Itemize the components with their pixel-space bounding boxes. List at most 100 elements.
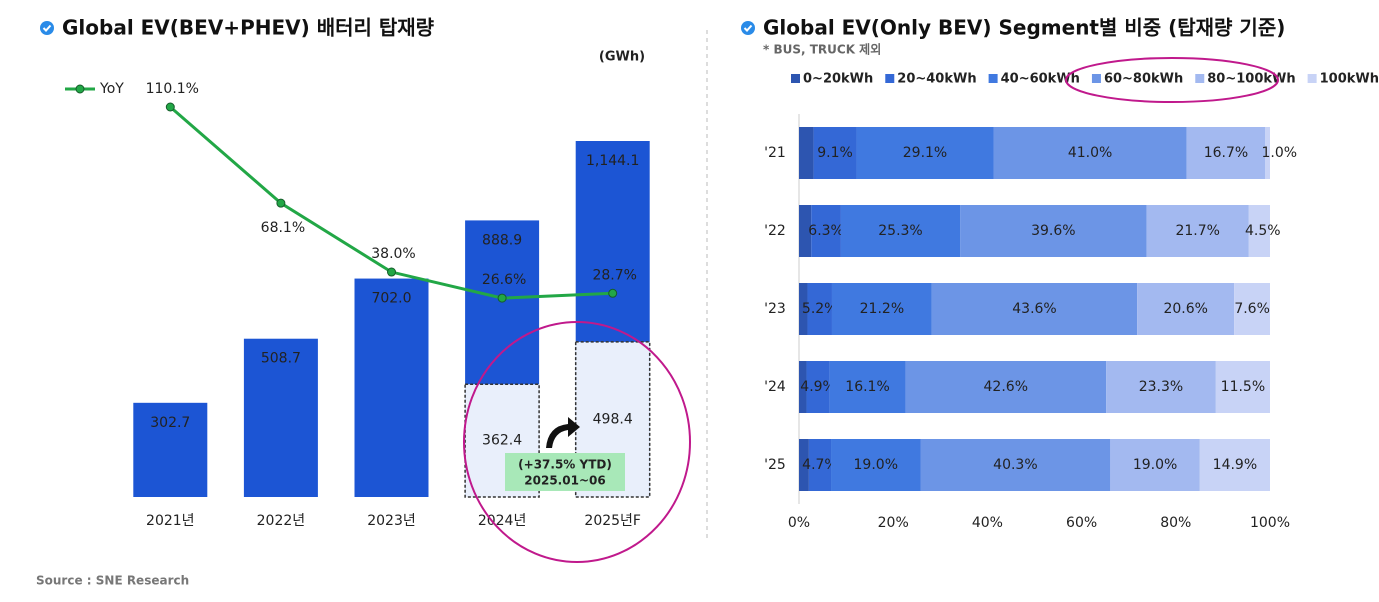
x-tick-label: 2024년: [478, 513, 527, 529]
value-label: 9.1%: [817, 145, 853, 161]
legend-label: 40~60kWh: [1001, 72, 1080, 87]
value-label: 4.9%: [800, 379, 836, 395]
x-tick-label: 60%: [1066, 515, 1097, 531]
annotation-box: [505, 453, 625, 491]
segment: [1186, 127, 1266, 179]
y-tick-label: '23: [764, 301, 786, 317]
segment: [1110, 439, 1200, 491]
chart-title: Global EV(Only BEV) Segment별 비중 (탑재량 기준): [763, 16, 1285, 40]
value-label: 11.5%: [1221, 379, 1265, 395]
unit-label: (GWh): [599, 50, 645, 65]
segment: [920, 439, 1111, 491]
yoy-point: [608, 288, 618, 298]
yoy-point: [387, 267, 396, 277]
yoy-point: [165, 102, 175, 112]
value-label: 23.3%: [1139, 379, 1183, 395]
yoy-point: [276, 198, 286, 208]
value-label: 40.3%: [993, 457, 1037, 473]
chart-title: Global EV(BEV+PHEV) 배터리 탑재량: [62, 16, 435, 40]
segment: [993, 127, 1187, 179]
x-tick-label: 2025년F: [584, 513, 641, 529]
segment: [1199, 439, 1270, 491]
yoy-label: 38.0%: [371, 246, 415, 262]
value-label: 702.0: [371, 291, 411, 307]
y-tick-label: '21: [764, 145, 786, 161]
x-tick-label: 2022년: [257, 513, 306, 529]
yoy-label: 68.1%: [261, 220, 305, 236]
source: Source : SNE Research: [36, 574, 189, 588]
x-tick-label: 100%: [1250, 515, 1290, 531]
legend-swatch: [885, 74, 895, 83]
legend-label: 100kWh~: [1320, 72, 1379, 87]
value-label: 4.5%: [1245, 223, 1281, 239]
legend-swatch: [988, 74, 998, 83]
check-mark: [42, 24, 52, 32]
value-label: 43.6%: [1012, 301, 1056, 317]
value-label: 19.0%: [1133, 457, 1177, 473]
yoy-label: 110.1%: [146, 81, 199, 97]
value-label: 39.6%: [1031, 223, 1075, 239]
legend-swatch: [1307, 74, 1317, 83]
segment: [831, 439, 921, 491]
value-label: 42.6%: [984, 379, 1028, 395]
segment: [1215, 361, 1270, 413]
value-label: 6.3%: [808, 223, 844, 239]
chart-subtitle: * BUS, TRUCK 제외: [763, 42, 881, 57]
legend-swatch: [1091, 74, 1101, 83]
value-label: 20.6%: [1163, 301, 1207, 317]
value-label: 41.0%: [1068, 145, 1112, 161]
value-label: 16.7%: [1204, 145, 1248, 161]
legend-marker: [75, 84, 85, 94]
legend-swatch: [791, 74, 800, 83]
segment: [905, 361, 1107, 413]
segment: [856, 127, 994, 179]
segment: [960, 205, 1147, 257]
segment: [799, 283, 808, 335]
highlight-circle: [463, 321, 691, 563]
x-tick-label: 0%: [788, 515, 810, 531]
segment: [1137, 283, 1235, 335]
segment: [799, 205, 812, 257]
value-label: 21.2%: [860, 301, 904, 317]
legend-label: 20~40kWh: [897, 72, 976, 87]
y-tick-label: '24: [764, 379, 786, 395]
x-tick-label: 80%: [1160, 515, 1191, 531]
yoy-point: [497, 293, 507, 303]
segment: [840, 205, 961, 257]
y-tick-label: '22: [764, 223, 786, 239]
segment: [831, 283, 932, 335]
segment: [806, 361, 830, 413]
bar: [243, 338, 318, 497]
ytd-label: 362.4: [482, 433, 522, 449]
segment: [931, 283, 1138, 335]
check-mark: [743, 24, 753, 32]
value-label: 1.0%: [1262, 145, 1298, 161]
yoy-label: 26.6%: [482, 272, 526, 288]
arrow: [546, 417, 580, 448]
segment: [1106, 361, 1216, 413]
x-tick-label: 40%: [972, 515, 1003, 531]
value-label: 1,144.1: [586, 153, 639, 169]
value-label: 16.1%: [845, 379, 889, 395]
value-label: 14.9%: [1213, 457, 1257, 473]
legend-label: 80~100kWh: [1207, 72, 1295, 87]
highlight-ellipse: [1065, 57, 1279, 103]
segment: [799, 439, 809, 491]
segment: [807, 283, 832, 335]
ytd-label: 498.4: [593, 411, 633, 427]
legend-label: YoY: [99, 81, 124, 97]
annotation: (+37.5% YTD): [518, 458, 612, 472]
segment: [1146, 205, 1249, 257]
segment: [829, 361, 906, 413]
value-label: 29.1%: [903, 145, 947, 161]
value-label: 4.7%: [802, 457, 838, 473]
value-label: 25.3%: [878, 223, 922, 239]
annotation: 2025.01~06: [524, 474, 605, 488]
segment: [799, 127, 814, 179]
segment: [808, 439, 832, 491]
value-label: 5.2%: [802, 301, 838, 317]
segment: [1265, 127, 1270, 179]
y-tick-label: '25: [764, 457, 786, 473]
x-tick-label: 20%: [878, 515, 909, 531]
